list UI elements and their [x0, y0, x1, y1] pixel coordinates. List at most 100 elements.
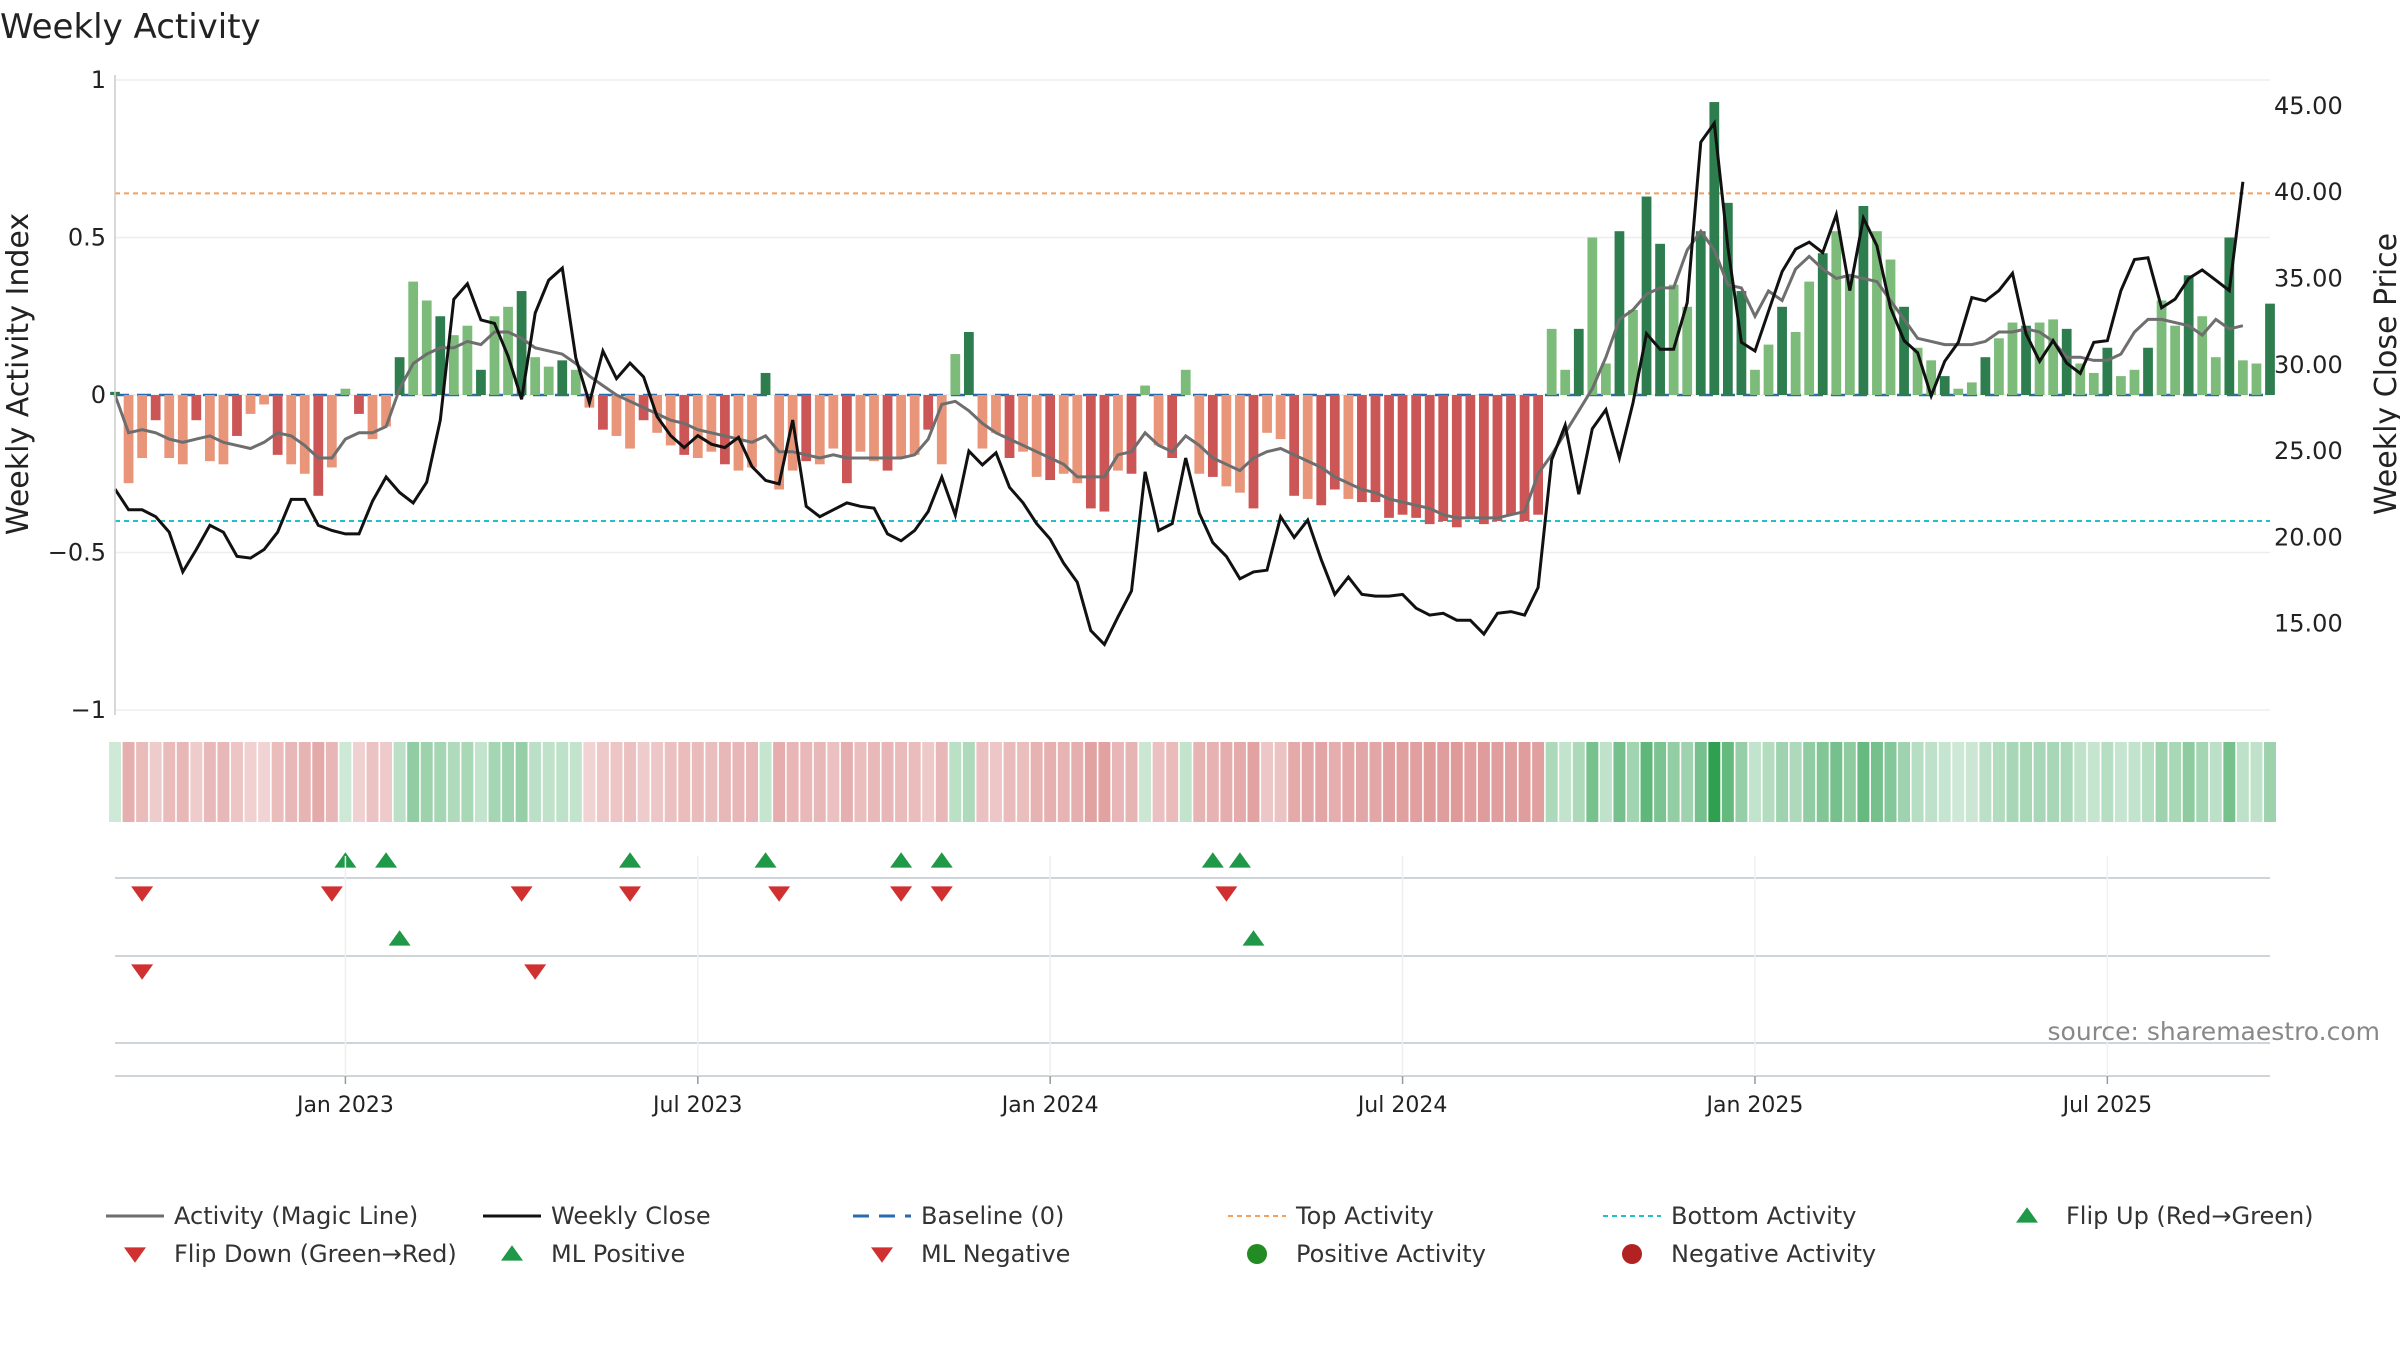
activity-bar: [1953, 388, 1964, 395]
legend-item: Flip Down (Green→Red): [124, 1240, 457, 1268]
activity-bar: [1018, 395, 1028, 452]
flip-down-marker: [131, 886, 154, 902]
heat-cell: [515, 742, 528, 822]
heat-cell: [1599, 742, 1612, 822]
activity-bar: [1384, 395, 1394, 518]
activity-bar: [598, 395, 608, 430]
heat-cell: [529, 742, 542, 822]
heat-cell: [678, 742, 691, 822]
activity-bar: [2129, 369, 2140, 395]
y2-tick-label: 20.00: [2274, 523, 2343, 551]
activity-bar: [706, 395, 717, 452]
heat-cell: [1992, 742, 2005, 822]
activity-bar: [733, 395, 744, 471]
heat-cell: [1030, 742, 1043, 822]
heat-cell: [1044, 742, 1057, 822]
heat-cell: [759, 742, 772, 822]
activity-bar: [1045, 395, 1056, 481]
activity-bar: [476, 369, 486, 395]
activity-bar: [204, 395, 215, 462]
activity-bar: [489, 316, 500, 395]
activity-bar: [1438, 395, 1449, 521]
activity-bar: [869, 395, 879, 462]
activity-bar: [692, 395, 703, 458]
heat-cell: [1803, 742, 1816, 822]
axes: 1 0.5 0 −0.5 −1 45.00 40.00 35.00 30.00 25.00 20.0…: [48, 66, 2343, 724]
legend-label: Positive Activity: [1296, 1240, 1486, 1268]
heat-cell: [366, 742, 379, 822]
activity-bar: [625, 395, 635, 449]
legend-label: Baseline (0): [921, 1202, 1064, 1230]
legend-item: ML Negative: [871, 1240, 1070, 1268]
activity-bar: [1397, 395, 1408, 515]
heat-cell: [203, 742, 216, 822]
heat-cell: [1111, 742, 1124, 822]
legend-item: ML Positive: [501, 1240, 685, 1268]
activity-bar: [1357, 395, 1367, 503]
heat-cell: [1125, 742, 1138, 822]
heat-cell: [1437, 742, 1450, 822]
legend-swatch: [501, 1245, 523, 1261]
activity-bar: [950, 354, 961, 395]
heat-cell: [1355, 742, 1368, 822]
activity-bar: [896, 395, 906, 458]
heat-cell: [868, 742, 880, 822]
activity-bar: [503, 306, 513, 395]
heat-cell: [1925, 742, 1938, 822]
activity-bar: [1099, 395, 1110, 512]
activity-bar: [2210, 357, 2221, 395]
activity-bar: [963, 332, 974, 395]
heat-cell: [1857, 742, 1870, 822]
activity-bar: [1817, 253, 1828, 395]
heat-cell: [705, 742, 718, 822]
heat-cell: [2169, 742, 2182, 822]
flip-down-marker: [768, 886, 791, 902]
heat-cell: [1098, 742, 1111, 822]
flip-down-marker: [1215, 886, 1238, 902]
activity-bar: [1750, 369, 1760, 395]
x-tick-label: Jul 2025: [2061, 1093, 2153, 1118]
heat-cell: [2033, 742, 2046, 822]
flip-up-marker: [1201, 852, 1224, 868]
activity-bar: [1248, 395, 1259, 509]
activity-bar: [2007, 322, 2018, 395]
activity-bar: [1343, 395, 1354, 499]
activity-bar: [1479, 395, 1489, 525]
legend-swatch: [1247, 1244, 1267, 1264]
activity-bar: [842, 395, 852, 484]
heat-cell: [474, 742, 487, 822]
legend-item: Weekly Close: [483, 1202, 711, 1230]
heat-cell: [1315, 742, 1328, 822]
heat-cell: [718, 742, 731, 822]
heat-cell: [1532, 742, 1545, 822]
activity-bar: [272, 395, 283, 455]
heat-cell: [922, 742, 935, 822]
activity-bar: [1573, 328, 1584, 395]
heat-cell: [1938, 742, 1951, 822]
activity-bar: [1167, 395, 1178, 458]
heat-cell: [2236, 742, 2249, 822]
y-tick-label: 0.5: [68, 224, 106, 252]
activity-bar: [1194, 395, 1205, 474]
activity-bar: [2102, 347, 2113, 395]
activity-bar: [1126, 395, 1137, 474]
y2-tick-label: 25.00: [2274, 437, 2343, 465]
flip-markers: [115, 852, 2270, 1077]
activity-bar: [232, 395, 242, 436]
heat-cell: [827, 742, 840, 822]
heat-cell: [1776, 742, 1789, 822]
activity-bar: [2183, 275, 2194, 395]
legend-label: Flip Up (Red→Green): [2066, 1202, 2314, 1230]
activity-bar: [448, 335, 459, 395]
activity-bar: [747, 395, 757, 468]
heat-cell: [1708, 742, 1721, 822]
heat-cell: [2128, 742, 2141, 822]
legend-item: Bottom Activity: [1603, 1202, 1856, 1230]
y-axis-label: Weekly Activity Index: [1, 213, 36, 535]
activity-bar: [1858, 206, 1869, 395]
activity-bar: [2075, 363, 2086, 395]
heat-cell: [1505, 742, 1517, 822]
activity-bar: [882, 395, 893, 471]
flip-up-marker: [890, 852, 913, 868]
activity-bar: [530, 357, 541, 395]
